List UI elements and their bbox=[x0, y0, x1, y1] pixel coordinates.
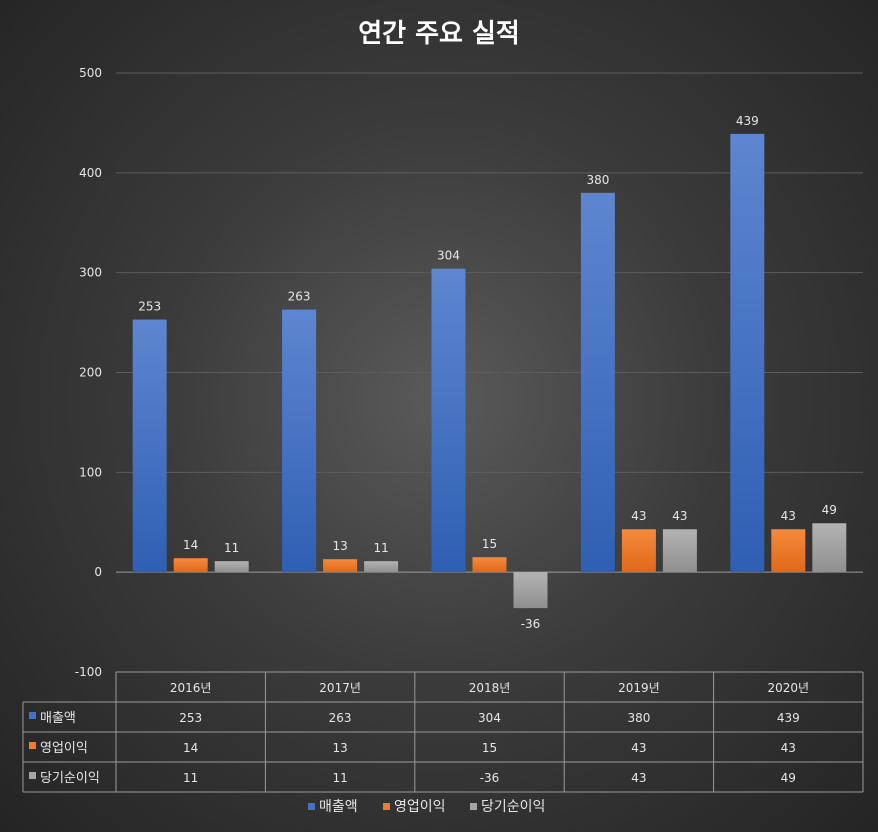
bar bbox=[580, 192, 615, 573]
legend-swatch bbox=[470, 803, 477, 810]
data-label: 13 bbox=[332, 539, 347, 553]
table-header-cell: 2018년 bbox=[469, 681, 511, 695]
data-label: -36 bbox=[521, 617, 541, 631]
data-label: 439 bbox=[736, 114, 759, 128]
y-tick-label: 400 bbox=[79, 166, 102, 180]
data-label: 49 bbox=[822, 503, 837, 517]
y-tick-label: 100 bbox=[79, 465, 102, 479]
data-label: 14 bbox=[183, 538, 198, 552]
table-header-cell: 2019년 bbox=[618, 681, 660, 695]
bar bbox=[282, 309, 317, 573]
table-cell: 49 bbox=[781, 771, 796, 785]
table-legend-key bbox=[29, 772, 36, 779]
table-cell: 13 bbox=[332, 741, 347, 755]
data-label: 43 bbox=[672, 509, 687, 523]
table-cell: 43 bbox=[631, 771, 646, 785]
table-cell: 11 bbox=[332, 771, 347, 785]
data-label: 380 bbox=[586, 173, 609, 187]
table-header-cell: 2017년 bbox=[319, 681, 361, 695]
bar bbox=[173, 558, 208, 573]
bar bbox=[472, 557, 507, 573]
bar bbox=[132, 319, 167, 573]
bar bbox=[662, 529, 697, 573]
bar bbox=[364, 561, 399, 573]
y-tick-label: 200 bbox=[79, 366, 102, 380]
table-row-header: 영업이익 bbox=[40, 741, 88, 756]
data-label: 15 bbox=[482, 537, 497, 551]
bar bbox=[513, 572, 548, 609]
bar bbox=[621, 529, 656, 573]
bar bbox=[323, 559, 358, 573]
bar bbox=[771, 529, 806, 573]
legend-swatch bbox=[383, 803, 390, 810]
grid-layer: -100 0 100 200 300 400 500 bbox=[75, 66, 863, 679]
table-row-header: 당기순이익 bbox=[40, 771, 100, 786]
bar-layer: 253 14 11 263 13 11 304 15 -36 380 43 43 439 43 49 bbox=[132, 114, 847, 631]
data-label: 11 bbox=[224, 541, 239, 555]
legend-label: 당기순이익 bbox=[481, 799, 545, 815]
table-cell: 14 bbox=[183, 741, 198, 755]
data-label: 11 bbox=[373, 541, 388, 555]
table-cell: 43 bbox=[631, 741, 646, 755]
bar bbox=[214, 561, 249, 573]
table-row-header: 매출액 bbox=[40, 711, 76, 726]
bar bbox=[431, 268, 466, 573]
legend-label: 매출액 bbox=[319, 799, 358, 815]
data-label: 253 bbox=[138, 300, 161, 314]
bar bbox=[812, 523, 847, 573]
table-cell: 380 bbox=[627, 711, 650, 725]
table-cell: 304 bbox=[478, 711, 501, 725]
chart-title: 연간 주요 실적 bbox=[358, 19, 520, 49]
table-header-cell: 2020년 bbox=[768, 681, 810, 695]
y-tick-label: 0 bbox=[94, 565, 102, 579]
table-cell: 43 bbox=[781, 741, 796, 755]
data-label: 43 bbox=[631, 509, 646, 523]
legend-label: 영업이익 bbox=[394, 799, 446, 815]
table-cell: 15 bbox=[482, 741, 497, 755]
table-cell: 11 bbox=[183, 771, 198, 785]
legend-swatch bbox=[308, 803, 315, 810]
data-label: 43 bbox=[781, 509, 796, 523]
legend: 매출액 영업이익 당기순이익 bbox=[308, 799, 545, 815]
table-cell: 439 bbox=[777, 711, 800, 725]
table-cell: 263 bbox=[329, 711, 352, 725]
table-legend-key bbox=[29, 712, 36, 719]
bar bbox=[730, 133, 765, 573]
table-legend-key bbox=[29, 742, 36, 749]
table-header-cell: 2016년 bbox=[170, 681, 212, 695]
table-cell: 253 bbox=[179, 711, 202, 725]
data-label: 263 bbox=[288, 290, 311, 304]
y-tick-label: 300 bbox=[79, 266, 102, 280]
table-cell: -36 bbox=[480, 771, 500, 785]
y-tick-label: 500 bbox=[79, 66, 102, 80]
y-tick-label: -100 bbox=[75, 665, 102, 679]
data-label: 304 bbox=[437, 249, 460, 263]
